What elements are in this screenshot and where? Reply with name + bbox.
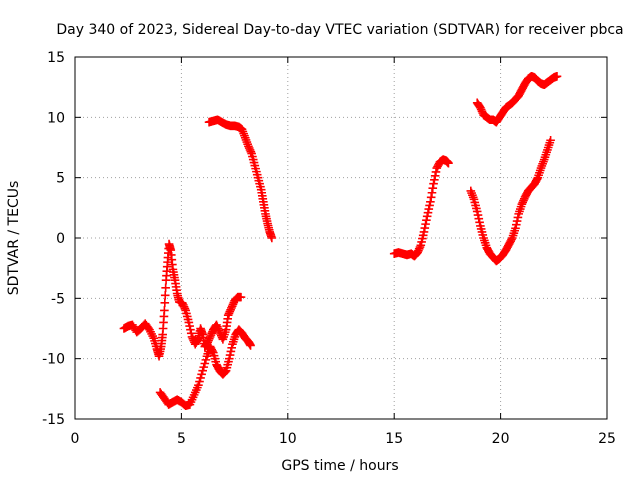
data-point bbox=[246, 341, 255, 350]
data-point bbox=[194, 380, 203, 390]
y-tick-label: -5 bbox=[51, 291, 65, 307]
x-tick-label: 20 bbox=[492, 431, 510, 447]
data-point bbox=[546, 135, 555, 145]
data-point bbox=[160, 298, 170, 308]
axis-ticks: 0 5 10 15 20 25 15 10 5 0 -5 -10 -15 bbox=[42, 50, 616, 447]
data-point bbox=[160, 291, 170, 300]
chart-title: Day 340 of 2023, Sidereal Day-to-day VTE… bbox=[56, 22, 623, 38]
x-tick-label: 10 bbox=[279, 431, 297, 447]
x-tick-label: 0 bbox=[71, 431, 80, 447]
data-point bbox=[200, 359, 210, 368]
y-tick-label: 10 bbox=[47, 110, 65, 126]
y-axis-title: SDTVAR / TECUs bbox=[6, 181, 22, 296]
data-point bbox=[201, 355, 211, 365]
y-tick-label: -10 bbox=[42, 352, 65, 368]
x-tick-label: 5 bbox=[177, 431, 186, 447]
y-tick-label: 5 bbox=[56, 171, 65, 187]
data-point bbox=[552, 72, 562, 81]
data-point bbox=[160, 306, 169, 315]
data-point bbox=[198, 366, 207, 376]
data-point bbox=[195, 377, 204, 386]
data-point bbox=[197, 370, 206, 379]
x-axis-title: GPS time / hours bbox=[281, 458, 398, 474]
data-point bbox=[161, 283, 170, 293]
data-point bbox=[236, 292, 246, 302]
y-tick-label: 15 bbox=[47, 50, 65, 66]
x-tick-label: 25 bbox=[598, 431, 616, 447]
data-point bbox=[267, 233, 277, 243]
data-point bbox=[199, 362, 209, 372]
data-point bbox=[196, 373, 205, 383]
data-series bbox=[119, 72, 562, 411]
x-tick-label: 15 bbox=[385, 431, 403, 447]
y-tick-label: 0 bbox=[56, 231, 65, 247]
data-point bbox=[444, 158, 453, 168]
y-tick-label: -15 bbox=[42, 412, 65, 428]
